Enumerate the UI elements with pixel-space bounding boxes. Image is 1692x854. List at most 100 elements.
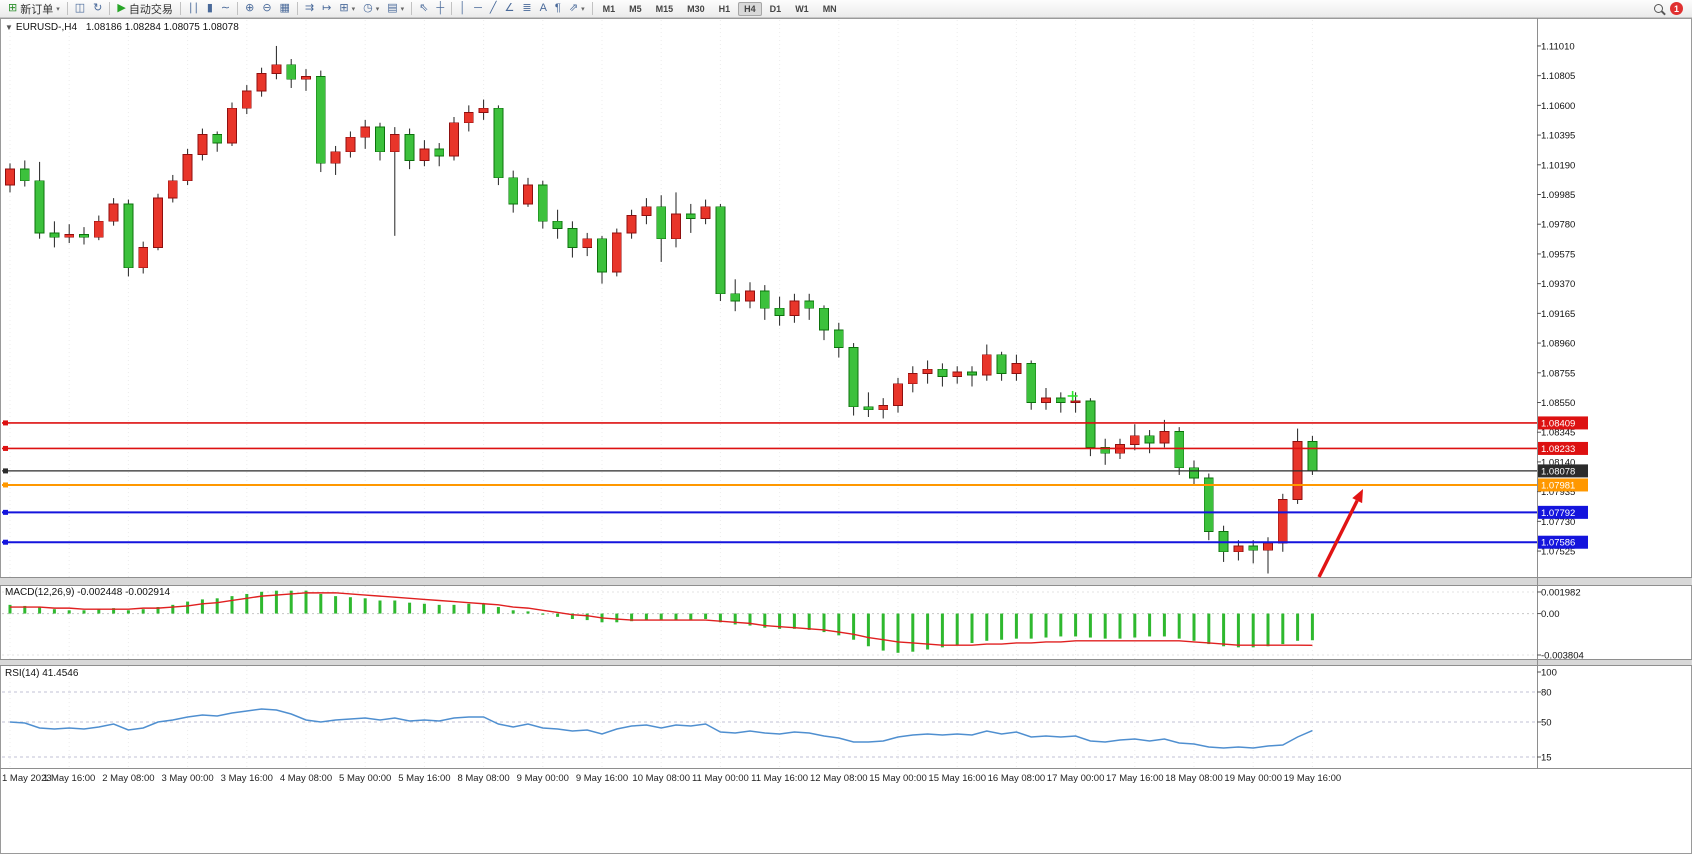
periods-button[interactable]: ◷ ▾ xyxy=(359,1,383,17)
candle-body xyxy=(952,371,963,377)
toolbar-button-groups: ⊞ 新订单 ▾ ◫ ↻ ▶ 自动交易 ∣∣ ▮ ∼ ⊕ ⊖ ▦ ⇉ ↦ ⊞ ▾ ◷ ▾ ▤ ▾ ⇖ ┼ │ ─ ╱ ∠ ≣ A ¶ ⇗ ▾ xyxy=(4,1,589,17)
level-handle[interactable] xyxy=(3,482,8,488)
level-handle[interactable] xyxy=(3,468,8,474)
candle-body xyxy=(375,126,385,153)
arrows-tool-icon: ⇗ xyxy=(568,2,579,14)
fibonacci-tool-button[interactable]: ≣ xyxy=(518,1,535,17)
chart-shift-icon: ↦ xyxy=(322,2,332,14)
candle-body xyxy=(626,215,637,234)
timeframe-d1-button[interactable]: D1 xyxy=(769,3,782,14)
price-axis-tick-label: 1.08345 xyxy=(1541,428,1575,439)
crosshair-button[interactable]: ┼ xyxy=(432,1,448,17)
candle-body xyxy=(567,228,578,248)
cursor-button[interactable]: ⇖ xyxy=(415,1,432,17)
channel-tool-button[interactable]: ∠ xyxy=(500,1,518,17)
price-axis-tick-label: 1.11010 xyxy=(1541,41,1575,52)
quick-trade-toggle-icon[interactable]: ▼ xyxy=(5,23,13,32)
candle-body xyxy=(582,238,593,248)
label-tool-button[interactable]: ¶ xyxy=(551,1,565,17)
vertical-line-tool-button[interactable]: │ xyxy=(455,1,470,17)
timeframe-m30-button[interactable]: M30 xyxy=(687,3,705,14)
price-axis-tick-label: 1.08755 xyxy=(1541,368,1575,379)
auto-trading-button[interactable]: ▶ 自动交易 xyxy=(113,1,176,17)
search-icon[interactable] xyxy=(1654,4,1663,13)
macd-indicator-label: MACD(12,26,9) -0.002448 -0.002914 xyxy=(5,587,171,598)
rsi-level-label: 100 xyxy=(1541,668,1557,679)
candle-body xyxy=(685,213,696,219)
new-chart-button[interactable]: ⊞ ▾ xyxy=(335,1,359,17)
time-axis-label: 9 May 00:00 xyxy=(517,773,569,784)
auto-trading-label: 自动交易 xyxy=(128,3,173,16)
candle-body xyxy=(981,354,992,376)
timeframe-w1-button[interactable]: W1 xyxy=(795,3,809,14)
level-handle[interactable] xyxy=(3,509,8,515)
candle-body xyxy=(1307,441,1318,472)
candle-body xyxy=(1263,542,1273,551)
trendline-tool-button[interactable]: ╱ xyxy=(486,1,501,17)
candle-body xyxy=(1203,477,1214,532)
tile-windows-button[interactable]: ▦ xyxy=(276,1,294,17)
candle-body xyxy=(715,206,726,295)
time-axis-label: 11 May 00:00 xyxy=(692,773,749,784)
chart-shift-button[interactable]: ↦ xyxy=(318,1,335,17)
time-axis-label: 1 May 16:00 xyxy=(43,773,95,784)
toolbar-separator xyxy=(109,2,111,15)
candle-body xyxy=(197,133,208,156)
notification-badge[interactable]: 1 xyxy=(1670,2,1683,15)
timeframe-mn-button[interactable]: MN xyxy=(822,3,837,14)
candle-body xyxy=(49,232,60,238)
candle-body xyxy=(1055,397,1066,403)
new-order-button[interactable]: ⊞ 新订单 ▾ xyxy=(4,1,64,17)
candlestick-series xyxy=(5,45,1318,574)
toolbar-separator xyxy=(451,2,453,15)
channel-tool-icon: ∠ xyxy=(504,2,515,14)
new-order-label: 新订单 xyxy=(20,3,54,16)
candle-body xyxy=(907,373,918,385)
price-levels: 1.08409 1.08233 1.08078 1.07981 1.07792 1.075… xyxy=(2,416,1588,549)
rsi-level-label: 50 xyxy=(1541,718,1552,729)
text-tool-icon: A xyxy=(539,2,547,14)
arrows-tool-button[interactable]: ⇗ ▾ xyxy=(565,1,589,17)
candle-body xyxy=(330,151,341,164)
tile-windows-icon: ▦ xyxy=(279,2,290,14)
price-tag-label: 1.07792 xyxy=(1541,508,1575,519)
bar-chart-mode-button[interactable]: ∣∣ xyxy=(184,1,203,17)
candle-body xyxy=(212,133,223,144)
timeframe-m5-button[interactable]: M5 xyxy=(629,3,642,14)
refresh-icon: ↻ xyxy=(93,2,103,14)
candle-body xyxy=(241,90,252,109)
candle-body xyxy=(138,247,149,269)
auto-scroll-button[interactable]: ⇉ xyxy=(301,1,318,17)
timeframe-m1-button[interactable]: M1 xyxy=(602,3,616,14)
line-chart-mode-button[interactable]: ∼ xyxy=(217,1,234,17)
timeframe-m15-button[interactable]: M15 xyxy=(655,3,674,14)
candle-body xyxy=(79,233,89,238)
candle-body xyxy=(301,75,311,80)
market-watch-button[interactable]: ◫ xyxy=(71,1,89,17)
level-handle[interactable] xyxy=(3,420,8,426)
timeframe-h1-button[interactable]: H1 xyxy=(718,3,731,14)
arrow-annotation[interactable] xyxy=(1317,489,1363,578)
vertical-line-tool-icon: │ xyxy=(459,2,467,14)
level-handle[interactable] xyxy=(3,445,8,451)
candle-body xyxy=(671,213,681,240)
level-handle[interactable] xyxy=(3,539,8,545)
candlestick-mode-button[interactable]: ▮ xyxy=(203,1,217,17)
candle-body xyxy=(19,168,30,182)
cursor-icon: ⇖ xyxy=(419,2,429,14)
refresh-button[interactable]: ↻ xyxy=(89,1,106,17)
toolbar-separator xyxy=(296,2,298,15)
time-axis-label: 3 May 16:00 xyxy=(221,773,273,784)
text-tool-button[interactable]: A xyxy=(536,1,551,17)
templates-caret-icon: ▾ xyxy=(400,5,405,13)
zoom-out-button[interactable]: ⊖ xyxy=(258,1,275,17)
zoom-in-button[interactable]: ⊕ xyxy=(241,1,258,17)
candle-body xyxy=(1085,400,1096,448)
price-axis-tick-label: 1.07935 xyxy=(1541,487,1575,498)
symbol-period-label: EURUSD-,H4 xyxy=(15,22,78,33)
horizontal-line-tool-button[interactable]: ─ xyxy=(470,1,486,17)
timeframe-h4-button[interactable]: H4 xyxy=(738,1,762,16)
price-tag-support-2 xyxy=(1538,535,1588,549)
templates-button[interactable]: ▤ ▾ xyxy=(383,1,408,17)
